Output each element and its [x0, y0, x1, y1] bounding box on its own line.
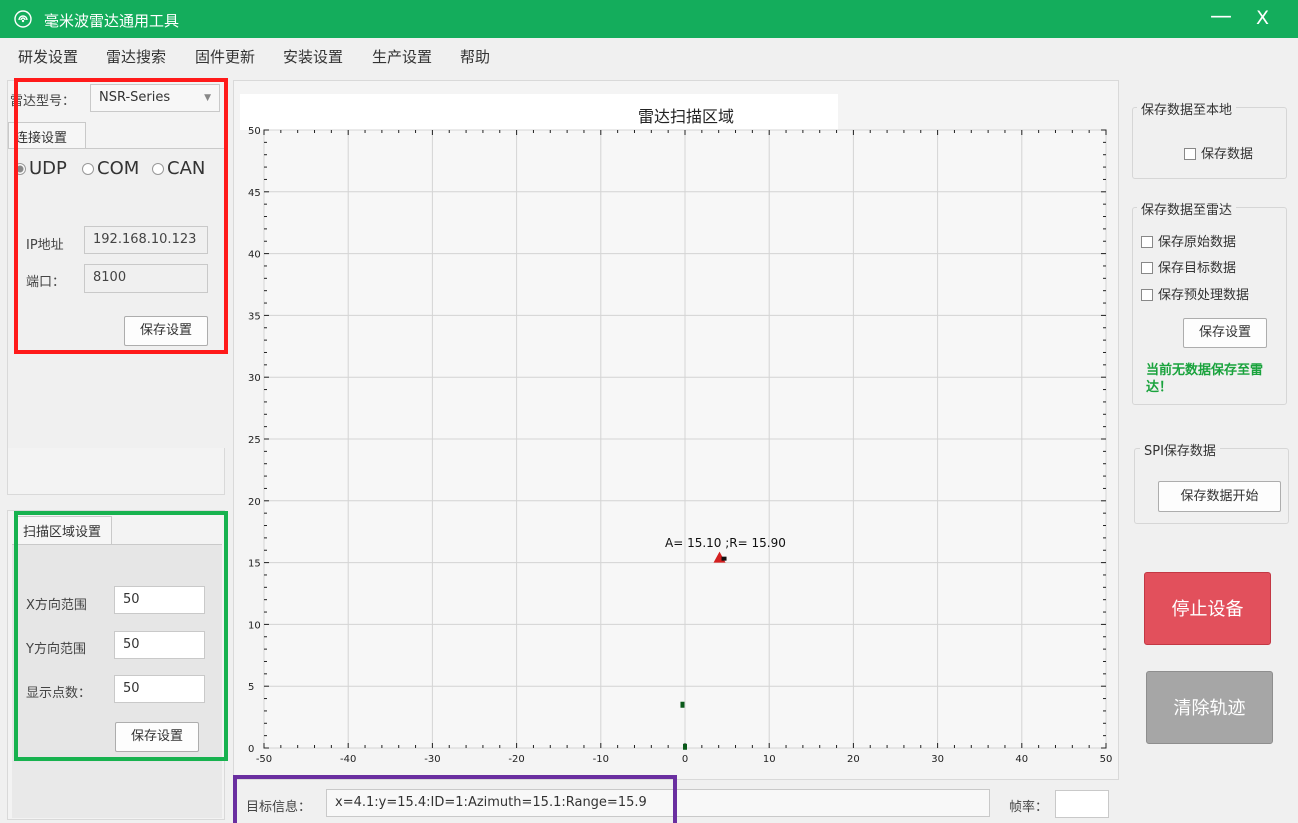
points-label: 显示点数： — [26, 686, 92, 701]
target-info-field[interactable]: x=4.1:y=15.4:ID=1:Azimuth=15.1:Range=15.… — [326, 789, 990, 817]
save-preprocess-checkbox[interactable]: 保存预处理数据 — [1141, 284, 1249, 303]
app-title: 毫米波雷达通用工具 — [44, 12, 180, 30]
tab-connection-settings[interactable]: 连接设置 — [8, 122, 86, 149]
stop-device-button[interactable]: 停止设备 — [1144, 572, 1271, 645]
chart-title: 雷达扫描区域 — [638, 107, 734, 126]
x-tick-label: 10 — [763, 754, 776, 765]
x-tick-label: -40 — [340, 754, 356, 765]
x-tick-label: -10 — [593, 754, 609, 765]
target-annotation: A= 15.10 ;R= 15.90 — [665, 536, 786, 550]
target-info-label: 目标信息： — [246, 800, 312, 815]
title-bar: 毫米波雷达通用工具 — X — [0, 0, 1298, 38]
chart-title-bg — [240, 94, 838, 130]
save-target-checkbox[interactable]: 保存目标数据 — [1141, 257, 1236, 276]
x-tick-label: 30 — [931, 754, 944, 765]
radar-save-group-title: 保存数据至雷达 — [1137, 199, 1237, 218]
y-tick-label: 45 — [248, 188, 261, 199]
x-tick-label: -20 — [508, 754, 524, 765]
y-tick-label: 30 — [248, 373, 261, 384]
radar-logo-icon — [14, 10, 32, 28]
x-tick-label: 50 — [1100, 754, 1113, 765]
port-field[interactable]: 8100 — [84, 264, 208, 293]
y-tick-label: 25 — [248, 435, 261, 446]
radio-can[interactable]: CAN — [152, 158, 205, 179]
spi-group-title: SPI保存数据 — [1140, 440, 1220, 459]
track-point — [683, 743, 687, 750]
x-tick-label: -50 — [256, 754, 272, 765]
points-input[interactable]: 50 — [114, 675, 205, 703]
menu-production-settings[interactable]: 生产设置 — [372, 48, 433, 66]
tab-scan-area-settings[interactable]: 扫描区域设置 — [16, 516, 112, 544]
menu-bar: 研发设置 雷达搜索 固件更新 安装设置 生产设置 帮助 — [0, 38, 1298, 72]
y-tick-label: 20 — [248, 497, 261, 508]
y-range-label: Y方向范围 — [26, 642, 86, 657]
y-tick-label: 10 — [248, 620, 261, 631]
minimize-button[interactable]: — — [1210, 4, 1232, 29]
local-save-group-title: 保存数据至本地 — [1137, 99, 1237, 118]
spi-save-start-button[interactable]: 保存数据开始 — [1158, 481, 1281, 512]
y-range-input[interactable]: 50 — [114, 631, 205, 659]
save-radar-settings-button[interactable]: 保存设置 — [1183, 318, 1267, 348]
y-tick-label: 40 — [248, 250, 261, 261]
radar-scan-chart: 雷达扫描区域 -50 -40 -30 -20 -10 0 10 20 30 40 50 0 5 10 15 2… — [240, 94, 1113, 765]
frame-rate-field[interactable] — [1055, 790, 1109, 818]
y-tick-label: 0 — [248, 744, 254, 755]
x-range-label: X方向范围 — [26, 598, 87, 613]
y-tick-label: 15 — [248, 559, 261, 570]
menu-radar-search[interactable]: 雷达搜索 — [106, 48, 167, 66]
ip-label: IP地址 — [26, 238, 64, 253]
menu-dev-settings[interactable]: 研发设置 — [18, 48, 79, 66]
port-label: 端口： — [26, 275, 66, 290]
save-data-checkbox[interactable]: 保存数据 — [1184, 143, 1253, 162]
chevron-down-icon: ▼ — [204, 93, 211, 103]
y-tick-label: 50 — [248, 126, 261, 137]
radio-com[interactable]: COM — [82, 158, 139, 179]
radar-model-label: 雷达型号： — [10, 94, 76, 109]
x-tick-label: 20 — [847, 754, 860, 765]
save-connection-button[interactable]: 保存设置 — [124, 316, 208, 346]
radar-save-status: 当前无数据保存至雷达！ — [1146, 363, 1264, 395]
track-point — [680, 701, 685, 708]
x-tick-label: 0 — [682, 754, 688, 765]
y-tick-label: 35 — [248, 311, 261, 322]
radar-model-select[interactable]: NSR-Series ▼ — [90, 84, 220, 112]
x-tick-label: -30 — [424, 754, 440, 765]
x-tick-label: 40 — [1015, 754, 1028, 765]
x-range-input[interactable]: 50 — [114, 586, 205, 614]
save-raw-checkbox[interactable]: 保存原始数据 — [1141, 231, 1236, 250]
save-scan-settings-button[interactable]: 保存设置 — [115, 722, 199, 752]
frame-rate-label: 帧率： — [1009, 800, 1049, 815]
target-point-marker — [721, 556, 727, 561]
close-button[interactable]: X — [1256, 7, 1270, 29]
clear-track-button[interactable]: 清除轨迹 — [1146, 671, 1273, 744]
ip-address-field[interactable]: 192.168.10.123 — [84, 226, 208, 254]
menu-install-settings[interactable]: 安装设置 — [283, 48, 344, 66]
menu-firmware-update[interactable]: 固件更新 — [195, 48, 256, 66]
radio-udp[interactable]: UDP — [14, 158, 67, 179]
y-tick-label: 5 — [248, 682, 254, 693]
menu-help[interactable]: 帮助 — [460, 48, 491, 66]
